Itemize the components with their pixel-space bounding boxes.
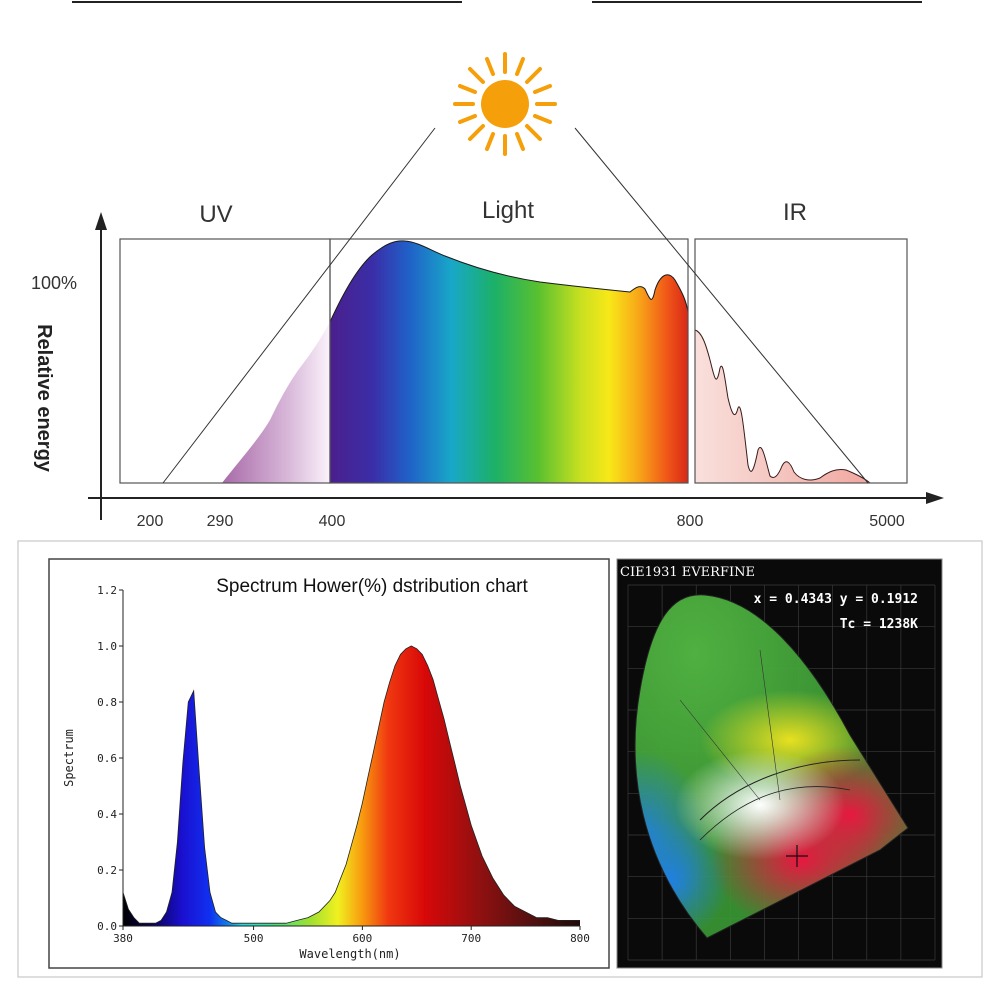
spd-chart-border <box>48 558 610 969</box>
region-label-light: Light <box>482 197 534 224</box>
cie-coords: x = 0.4343 y = 0.1912 <box>754 592 918 607</box>
spd-chart-title: Spectrum Hower(%) dstribution chart <box>216 576 528 597</box>
top-x-ticks: 200 290 400 800 5000 <box>137 513 905 530</box>
spd-chart: Spectrum Hower(%) dstribution chart 380 5… <box>48 558 610 969</box>
spd-axes: 380 500 600 700 800 0.0 0.2 0.4 0.6 0.8 1.0 1.2 <box>97 584 590 945</box>
triangle-line-right <box>574 127 869 484</box>
triangle-line-left <box>162 127 436 484</box>
spd-y-tick-label: 0.4 <box>97 808 117 821</box>
x-tick-label: 200 <box>137 513 164 530</box>
spd-y-tick-label: 0.2 <box>97 864 117 877</box>
region-label-ir: IR <box>783 199 807 226</box>
spd-x-tick-label: 700 <box>461 932 481 945</box>
cie-locus-outline <box>634 594 909 939</box>
x-tick-label: 5000 <box>869 513 905 530</box>
spd-y-tick-label: 0.8 <box>97 696 117 709</box>
x-tick-label: 800 <box>677 513 704 530</box>
top-panel: UV Light IR 100% Relative energy 200 290… <box>31 1 944 530</box>
spd-x-tick-label: 800 <box>570 932 590 945</box>
x-tick-label: 290 <box>207 513 234 530</box>
visible-area <box>330 240 688 483</box>
cie-header: CIE1931 EVERFINE <box>620 565 755 580</box>
spd-y-tick-label: 0.0 <box>97 920 117 933</box>
x-axis-arrow <box>926 492 944 504</box>
spd-curve <box>122 645 580 924</box>
sun-icon <box>453 52 557 156</box>
spd-x-tick-label: 600 <box>352 932 372 945</box>
spd-x-tick-label: 500 <box>244 932 264 945</box>
spd-area <box>123 646 580 926</box>
x-tick-label: 400 <box>319 513 346 530</box>
cie-point-marker <box>786 845 808 867</box>
y-axis-title: Relative energy <box>33 324 55 473</box>
cie-panel: CIE1931 EVERFINE x = 0.4343 y = 0.1912 T… <box>616 558 943 969</box>
spd-y-tick-label: 1.2 <box>97 584 117 597</box>
light-region-box <box>329 238 689 484</box>
ir-area <box>694 329 872 484</box>
spd-y-tick-label: 0.6 <box>97 752 117 765</box>
uv-area <box>222 322 330 483</box>
y-axis-arrow <box>95 212 107 230</box>
spd-ylabel: Spectrum <box>62 729 76 787</box>
y-top-label: 100% <box>31 273 77 293</box>
cie-tc: Tc = 1238K <box>840 617 918 632</box>
ir-region-box <box>694 238 908 484</box>
spd-xlabel: Wavelength(nm) <box>299 947 400 961</box>
spd-x-tick-label: 380 <box>113 932 133 945</box>
visible-outline <box>329 240 689 323</box>
region-label-uv: UV <box>199 201 232 228</box>
spd-y-tick-label: 1.0 <box>97 640 117 653</box>
